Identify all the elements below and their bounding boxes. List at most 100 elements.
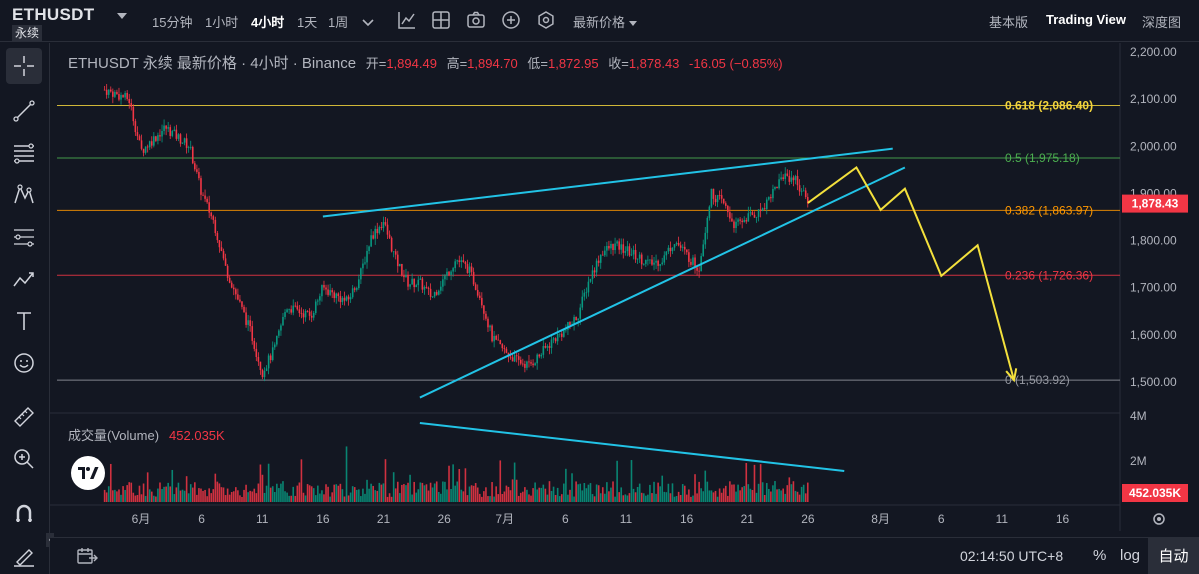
tradingview-logo [71,456,105,490]
volume-bar [450,489,452,502]
date-range-icon[interactable] [76,546,98,571]
candle-body [708,206,711,218]
view-tradingview[interactable]: Trading View [1046,12,1126,27]
percent-toggle[interactable]: % [1093,547,1107,564]
volume-bar [394,488,397,502]
time-tick: 6 [938,512,945,526]
volume-bar [519,492,522,502]
volume-bar [368,488,370,502]
candle-body [759,209,762,211]
time-tick: 16 [316,512,330,526]
volume-bar [581,490,584,502]
candle-body [226,265,229,278]
time-tick: 21 [741,512,755,526]
price-chart[interactable]: 0.618 (2,086.40) 0.5 (1,975.18) 0.382 (1,8… [50,43,1199,531]
volume-bar [757,483,760,502]
price-type-select[interactable]: 最新价格 [573,12,638,31]
indicators-icon[interactable] [396,9,418,31]
magnet-icon[interactable] [6,495,42,531]
lock-draw-icon[interactable] [6,537,42,573]
pattern-icon[interactable] [6,177,42,213]
volume-bar [204,489,206,502]
crosshair-icon[interactable] [6,48,42,84]
volume-bar [538,487,541,502]
text-icon[interactable] [6,303,42,339]
candle-body [335,293,338,299]
emoji-icon[interactable] [6,345,42,381]
volume-bar [749,488,752,502]
volume-bar [464,468,467,502]
timeframe-more-icon[interactable] [362,14,384,36]
candle-body [591,270,594,279]
camera-icon[interactable] [465,9,487,31]
volume-bar [722,488,725,502]
trendline-upper-resistance[interactable] [322,147,893,218]
ruler-icon[interactable] [6,399,42,435]
prediction-icon[interactable] [6,219,42,255]
log-toggle[interactable]: log [1120,547,1141,564]
candle-body [667,247,670,252]
candle-body [770,197,772,199]
volume-bar [386,496,389,502]
volume-bar [253,488,256,502]
volume-bar [353,487,356,502]
volume-bar [782,488,784,502]
candle-body [673,244,676,248]
volume-bar [739,490,741,502]
candle-body [390,237,393,252]
timeframe-15m[interactable]: 15分钟 [152,15,193,30]
volume-bar [524,487,526,502]
candle-body [212,216,215,220]
auto-scale-toggle[interactable]: 自动 [1148,538,1199,574]
forecast-icon[interactable] [6,261,42,297]
trendline-icon[interactable] [6,93,42,129]
candle-body [560,333,563,337]
volume-bar [640,492,643,502]
last-volume-tag [1122,484,1188,502]
candle-body [452,268,454,272]
volume-trendline[interactable] [419,422,845,472]
symbol-dropdown-icon[interactable] [117,13,127,19]
volume-bar [458,469,461,502]
candle-body [230,282,233,288]
timeframe-1w[interactable]: 1周 [328,15,349,30]
view-depth[interactable]: 深度图 [1142,15,1182,30]
layout-icon[interactable] [430,9,452,31]
clock[interactable]: 02:14:50 UTC+8 [960,548,1064,564]
volume-bar [511,479,514,502]
axis-settings-icon[interactable] [1153,513,1165,525]
price-tick: 2,000.00 [1130,139,1177,153]
candle-body [751,212,754,215]
volume-bar [189,484,192,502]
candle-body [216,233,219,241]
timeframe-1h[interactable]: 1小时 [205,15,239,30]
settings-icon[interactable] [535,9,557,31]
candle-body [450,271,452,276]
view-basic[interactable]: 基本版 [989,15,1029,30]
candle-body [618,241,620,250]
zoom-icon[interactable] [6,441,42,477]
timeframe-4h[interactable]: 4小时 [251,15,285,30]
volume-bar [148,489,151,502]
volume-bar [378,482,381,502]
volume-bar [513,462,516,502]
projection-path[interactable] [807,166,1015,381]
volume-bar [556,487,559,502]
trendline-lower-support[interactable] [419,166,906,399]
volume-bar [653,481,655,502]
volume-bar [601,487,604,502]
timeframe-1d[interactable]: 1天 [297,15,318,30]
legend-high: 1,894.70 [467,56,518,71]
fib-icon[interactable] [6,135,42,171]
candle-body [622,244,625,253]
candle-body [431,296,434,298]
symbol-title[interactable]: ETHUSDT [12,5,95,24]
candle-body [601,254,604,256]
candle-body [749,212,752,214]
volume-bar [624,494,627,502]
volume-tick: 2M [1130,454,1147,468]
volume-bar [388,493,391,502]
add-icon[interactable] [500,9,522,31]
volume-bar [454,485,456,502]
volume-bar [109,463,112,502]
